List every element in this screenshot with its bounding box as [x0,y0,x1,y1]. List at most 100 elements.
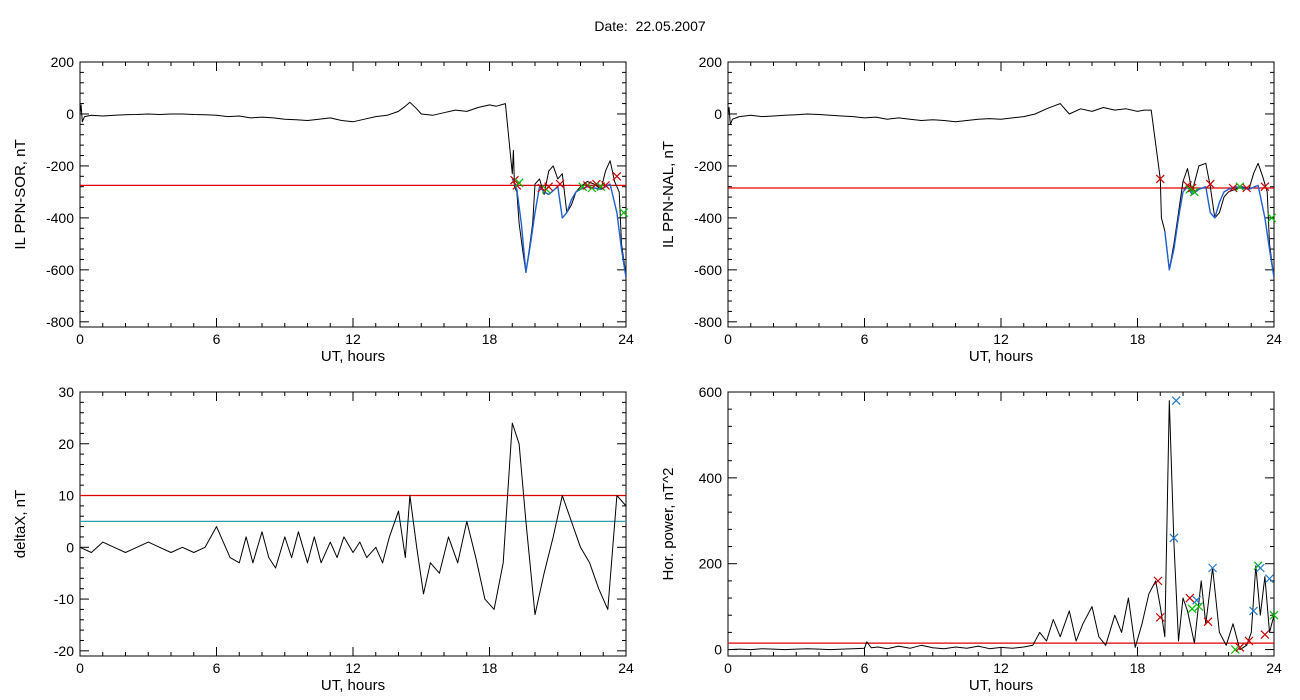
overlay-series-line [1164,184,1274,278]
marker-red [1228,183,1238,193]
x-tick-label: 0 [76,660,84,676]
series-line [728,103,1274,278]
marker-red [1155,612,1165,622]
x-tick-label: 6 [861,660,869,676]
marker-blue [1171,396,1181,406]
y-tick-label: 200 [51,54,75,70]
series-line [80,101,626,276]
marker-red [1244,636,1254,646]
y-tick-label: 20 [58,436,74,452]
marker-blue [1255,563,1265,573]
x-tick-label: 18 [1130,331,1146,347]
overlay-series-line [511,178,626,278]
x-tick-label: 18 [482,331,498,347]
x-axis-label: UT, hours [969,677,1033,694]
y-tick-label: -20 [54,643,74,659]
series-line [728,400,1274,651]
y-tick-label: -800 [694,314,722,330]
marker-blue [1208,563,1217,573]
y-tick-label: 0 [714,106,722,122]
marker-red [1205,179,1215,189]
marker-red [601,180,610,190]
y-tick-label: 600 [699,384,723,400]
y-tick-label: -600 [46,262,74,278]
marker-red [1242,183,1252,193]
y-axis-label: IL PPN-SOR, nT [12,139,29,249]
y-tick-label: -800 [46,314,74,330]
marker-blue [1192,595,1202,605]
x-tick-label: 18 [1130,660,1146,676]
x-tick-label: 12 [993,660,1009,676]
panel-il-ppn-nal: 0 6 12 18 24 200 0 -200 -400 -600 -800 UT, hours IL … [660,54,1282,365]
y-tick-label: 30 [58,384,74,400]
x-tick-label: 18 [482,660,498,676]
panel-hor-power: 0 6 12 18 24 600 400 200 0 UT, hours Hor. power, n… [660,384,1282,694]
x-tick-label: 24 [618,331,634,347]
y-axis-label: Hor. power, nT^2 [660,468,677,581]
x-tick-label: 24 [1266,660,1282,676]
x-tick-label: 0 [76,331,84,347]
marker-red [510,175,519,185]
marker-green [619,208,629,218]
marker-red [612,171,622,181]
marker-green [1269,610,1279,620]
marker-red [1185,593,1195,603]
y-tick-label: 200 [699,54,723,70]
x-axis-label: UT, hours [969,348,1033,365]
marker-blue [1265,574,1274,584]
marker-green [1230,645,1240,654]
y-tick-label: -10 [54,591,74,607]
x-axis-label: UT, hours [321,348,385,365]
y-tick-label: 10 [58,488,74,504]
series-line [80,422,626,616]
x-tick-label: 6 [213,660,221,676]
marker-green [1267,213,1277,223]
marker-red [1260,182,1270,192]
x-tick-label: 6 [861,331,869,347]
marker-red [1235,642,1245,652]
plot-frame [727,391,1275,657]
plot-frame [79,391,627,657]
marker-red [592,179,601,189]
marker-green [1189,187,1199,197]
y-tick-label: 400 [699,470,723,486]
marker-red [544,182,554,192]
figure-title: Date: 22.05.2007 [594,18,706,34]
marker-red [1155,174,1165,184]
plot-area [728,103,1274,278]
x-tick-label: 0 [724,660,732,676]
marker-red [555,179,565,189]
panel-deltax: 0 6 12 18 24 30 20 10 0 -10 -20 UT, hours deltaX, nT [12,384,634,694]
x-tick-label: 0 [724,331,732,347]
y-tick-label: -600 [694,262,722,278]
x-tick-label: 12 [345,660,361,676]
x-tick-label: 24 [618,660,634,676]
y-tick-label: -400 [46,210,74,226]
y-axis-label: deltaX, nT [12,490,29,558]
marker-green [1235,182,1245,192]
x-tick-label: 24 [1266,331,1282,347]
marker-red [1260,630,1270,639]
y-tick-label: 200 [699,556,723,572]
y-tick-label: -200 [694,158,722,174]
plot-area [80,422,626,616]
y-axis-label: IL PPN-NAL, nT [660,141,677,248]
marker-green [514,178,524,188]
y-tick-label: -200 [46,158,74,174]
marker-red [582,180,592,190]
marker-blue [1249,606,1258,616]
y-tick-label: 0 [714,642,722,658]
x-axis-label: UT, hours [321,677,385,694]
plot-area [80,101,626,278]
marker-green [1194,602,1204,612]
x-tick-label: 12 [345,331,361,347]
x-tick-label: 6 [213,331,221,347]
marker-red [1153,576,1163,586]
marker-blue [1169,533,1179,543]
marker-green [1187,604,1197,614]
plot-area [728,400,1274,651]
y-tick-label: 0 [66,539,74,555]
y-tick-label: 0 [66,106,74,122]
panel-il-ppn-sor: 0 6 12 18 24 200 0 -200 -400 -600 -800 UT, hours IL … [12,54,634,365]
